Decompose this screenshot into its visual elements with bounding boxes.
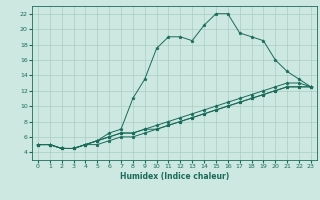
X-axis label: Humidex (Indice chaleur): Humidex (Indice chaleur) [120,172,229,181]
